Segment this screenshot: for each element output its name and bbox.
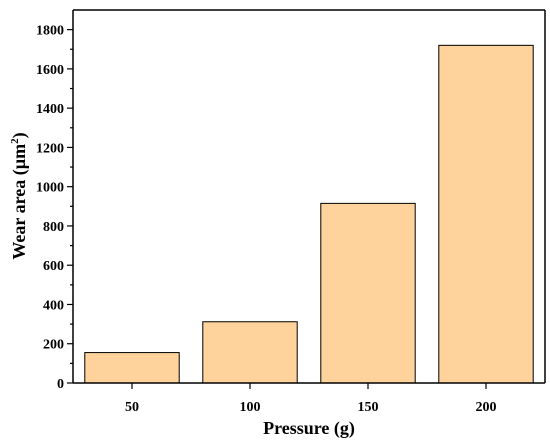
y-tick-label: 400 bbox=[43, 298, 64, 313]
y-tick-label: 0 bbox=[57, 377, 64, 392]
bar-200 bbox=[438, 44, 534, 384]
x-axis: 50 100 150 200 bbox=[125, 383, 497, 415]
y-axis-title-close: ) bbox=[9, 132, 30, 138]
bar-150 bbox=[320, 202, 416, 384]
bars bbox=[84, 44, 534, 384]
y-axis-title-text: Wear area (µm bbox=[9, 144, 30, 260]
y-axis-title: Wear area (µm2) bbox=[9, 132, 30, 259]
x-tick-label: 200 bbox=[476, 400, 497, 415]
x-tick-label: 100 bbox=[240, 400, 261, 415]
y-tick-label: 1600 bbox=[36, 63, 64, 78]
y-tick-label: 1800 bbox=[36, 24, 64, 39]
x-tick-label: 150 bbox=[358, 400, 379, 415]
y-tick-label: 1400 bbox=[36, 102, 64, 117]
bar-100 bbox=[202, 321, 298, 384]
y-tick-label: 1200 bbox=[36, 141, 64, 156]
y-tick-label: 200 bbox=[43, 338, 64, 353]
x-axis-title: Pressure (g) bbox=[263, 418, 355, 439]
y-axis-title-superscript: 2 bbox=[9, 138, 21, 144]
y-tick-label: 1000 bbox=[36, 181, 64, 196]
y-tick-label: 800 bbox=[43, 220, 64, 235]
y-tick-label: 600 bbox=[43, 259, 64, 274]
x-tick-label: 50 bbox=[125, 400, 139, 415]
y-axis: 0 200 400 600 800 1000 1200 1400 1600 1800 bbox=[36, 24, 73, 392]
bar-50 bbox=[84, 352, 180, 384]
